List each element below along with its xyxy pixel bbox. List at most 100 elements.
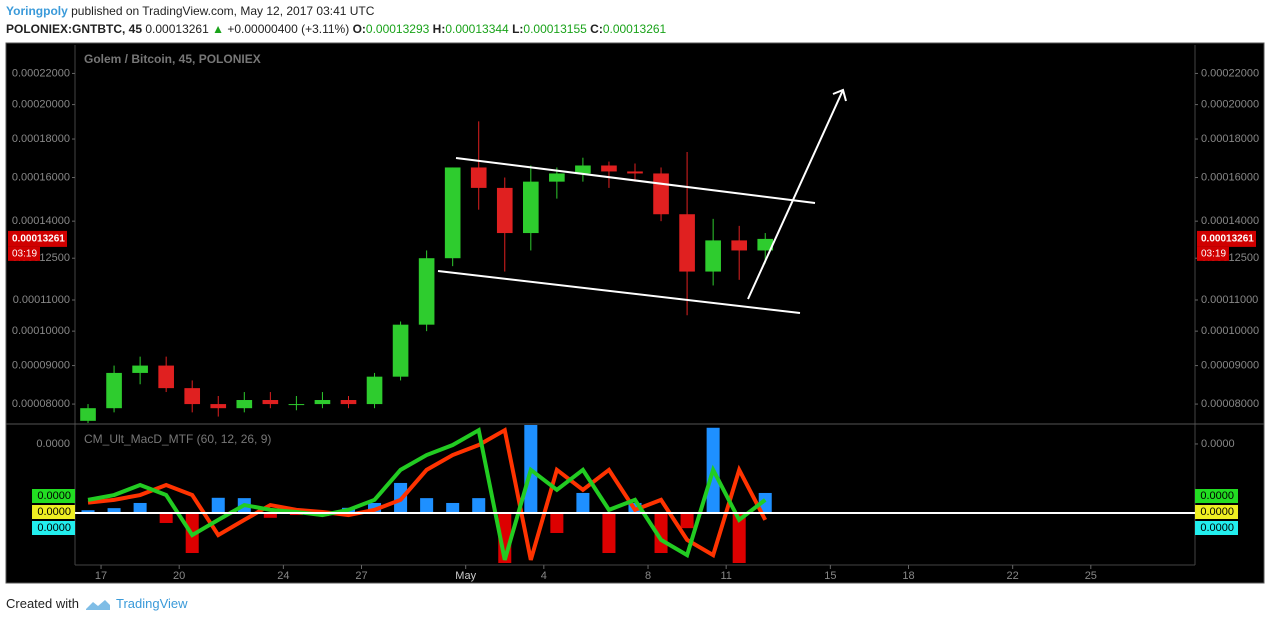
candle-body: [158, 365, 174, 389]
brand[interactable]: TradingView: [116, 596, 188, 611]
value-badge-label: 0.0000: [37, 490, 71, 502]
macd-line: [87, 427, 767, 561]
value-badge: [1195, 505, 1238, 519]
candle-body: [340, 400, 357, 405]
candle-body: [366, 376, 383, 405]
candle-body: [444, 167, 461, 259]
x-tick-label: 17: [95, 570, 107, 582]
candle-body: [418, 258, 435, 325]
candle-body: [523, 181, 539, 234]
chart-frame: [5, 42, 1265, 584]
y-tick-label: 0.00020000: [1201, 98, 1259, 110]
x-tick-label: 25: [1085, 570, 1097, 582]
h: 0.00013344: [445, 22, 509, 36]
candle-body: [132, 365, 148, 373]
value-badge-label: 0.0000: [37, 506, 71, 518]
histogram-bar: [133, 502, 147, 513]
candle-body: [496, 187, 513, 234]
histogram-bar: [550, 512, 564, 533]
x-tick-label: 24: [277, 570, 289, 582]
price: 0.00013261: [145, 22, 209, 36]
candle-body: [757, 238, 774, 251]
arrow: ▲: [212, 22, 224, 36]
symbol: POLONIEX:GNTBTC, 45: [6, 22, 143, 36]
histogram-bar: [732, 512, 746, 563]
c: 0.00013261: [602, 22, 667, 36]
candle-body: [314, 400, 331, 405]
value-badge: [32, 489, 75, 503]
chart: Golem / Bitcoin, 45, POLONIEX CM_Ult_Mac…: [5, 42, 1265, 584]
y-tick-label: 0.00014000: [12, 215, 70, 227]
time-badge: [8, 246, 40, 261]
o-label: O:: [352, 22, 366, 36]
y-tick-label: 0.00022000: [1201, 67, 1259, 79]
indicator-title: CM_Ult_MacD_MTF (60, 12, 26, 9): [84, 432, 271, 446]
author[interactable]: Yoringpoly: [6, 4, 68, 18]
price-badge: [1197, 230, 1256, 247]
candle-body: [262, 400, 279, 405]
x-tick-label: 8: [645, 570, 651, 582]
candle-body: [470, 167, 487, 188]
trend-line: [455, 157, 816, 204]
value-badge: [32, 505, 75, 519]
footer-text: Created with: [6, 596, 79, 611]
h-label: H:: [432, 22, 446, 36]
x-tick-label: 20: [173, 570, 185, 582]
y-tick-label: 0.00010000: [1201, 325, 1259, 337]
histogram-bar: [289, 512, 303, 516]
x-tick-label: 18: [902, 570, 914, 582]
y-tick-label: 0.00018000: [12, 133, 70, 145]
candle-body: [679, 214, 695, 272]
x-tick-label: 27: [355, 570, 367, 582]
value-badge: [1195, 489, 1238, 503]
y-tick-label: 0.00010000: [12, 325, 70, 337]
histogram-bar: [680, 512, 694, 529]
signal-line: [87, 427, 768, 561]
logo: [85, 599, 110, 610]
y-tick-label: 0.00014000: [1201, 215, 1259, 227]
candle-body: [627, 171, 643, 174]
y-tick-label: 0.00011000: [13, 294, 70, 306]
histogram-bar: [263, 512, 277, 518]
histogram-bar: [576, 492, 590, 513]
y-tick-label: 0.00016000: [1201, 171, 1259, 183]
candle-body: [731, 240, 747, 251]
candle-body: [106, 372, 122, 409]
candle-body: [184, 388, 201, 405]
drawings: [437, 88, 847, 314]
price-badge-label: 0.00013261: [12, 234, 65, 245]
candle-body: [80, 408, 96, 421]
value-badge-label: 0.0000: [1200, 490, 1234, 502]
y-tick-label: 0.00016000: [12, 171, 70, 183]
time-badge-label: 03:19: [12, 249, 37, 260]
candle-body: [601, 165, 617, 172]
x-tick-label: 15: [824, 570, 836, 582]
x-tick-label: 22: [1007, 570, 1019, 582]
y-tick-label: 0.00011000: [1201, 294, 1258, 306]
histogram-bar: [159, 512, 173, 523]
candle-body: [392, 324, 409, 377]
arrow-head: [832, 88, 847, 102]
x-tick-label: 4: [541, 570, 547, 582]
change: +0.00000400 (+3.11%): [227, 22, 350, 36]
trend-line: [437, 270, 801, 314]
y-tick-label: 0.00009000: [1201, 359, 1259, 371]
candle-body: [210, 404, 227, 409]
price-badge: [8, 230, 67, 247]
time-badge: [1197, 246, 1229, 261]
x-tick-label: 11: [720, 570, 731, 582]
histogram-bar: [446, 502, 460, 513]
value-badge-label: 0.0000: [37, 522, 71, 534]
histogram-bar: [602, 512, 616, 553]
l: 0.00013155: [523, 22, 587, 36]
candle-body: [288, 404, 305, 406]
arrow: [747, 89, 844, 300]
histogram-bar: [420, 498, 434, 513]
candle-body: [236, 400, 253, 409]
candle-body: [705, 240, 721, 272]
value-badge-label: 0.0000: [1200, 506, 1234, 518]
candle-body: [575, 165, 591, 174]
published: published on TradingView.com, May 12, 20…: [71, 4, 375, 18]
value-badge: [1195, 521, 1238, 535]
